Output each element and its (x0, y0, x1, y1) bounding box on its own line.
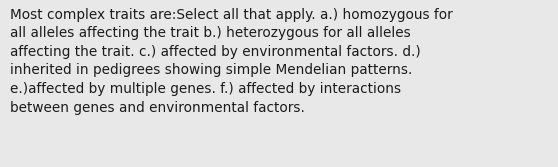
Text: Most complex traits are:Select all that apply. a.) homozygous for
all alleles af: Most complex traits are:Select all that … (10, 8, 453, 115)
